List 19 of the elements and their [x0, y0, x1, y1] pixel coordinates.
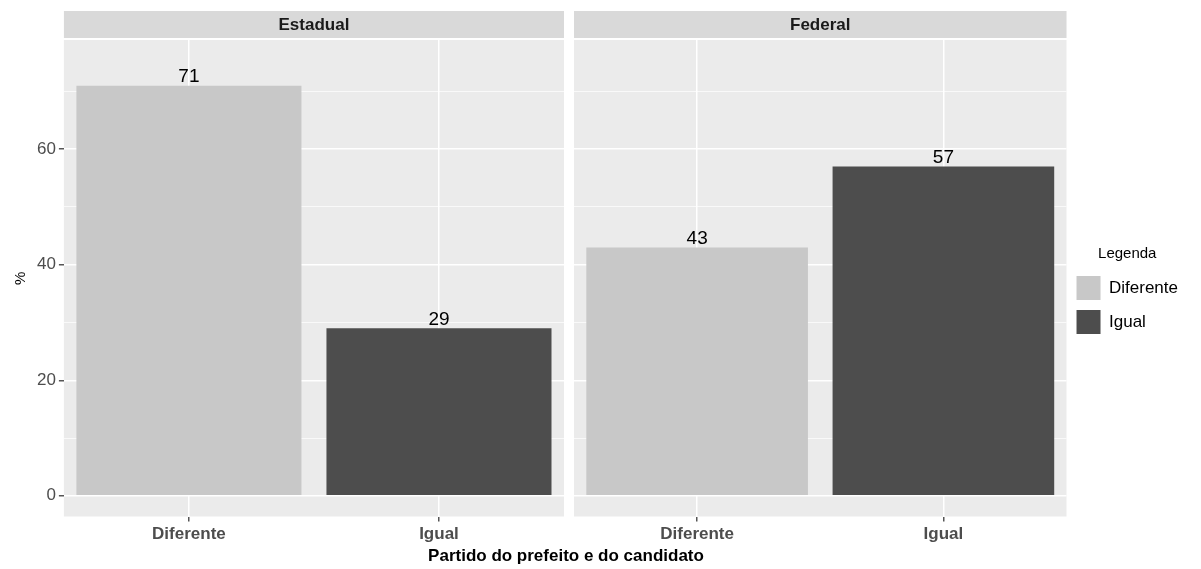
y-tick-label: 0 [46, 485, 56, 505]
x-tick-label: Diferente [660, 524, 734, 544]
data-label: 29 [428, 308, 450, 330]
x-tick-label: Diferente [152, 524, 226, 544]
y-tick-label: 40 [36, 254, 56, 274]
chart-title: Federal [790, 14, 851, 34]
legend-label: Diferente [1109, 277, 1178, 297]
chart-title: Estadual [278, 14, 350, 34]
legend-label: Igual [1109, 311, 1146, 331]
data-label: 57 [932, 146, 954, 168]
x-tick-label: Igual [923, 524, 964, 544]
y-axis-title: % [11, 271, 29, 285]
y-tick-label: 60 [36, 138, 56, 158]
x-axis-title: Partido do prefeito e do candidato [427, 546, 705, 566]
x-tick-label: Igual [419, 524, 459, 544]
legend-title: Legenda [1098, 243, 1158, 261]
data-label: 43 [686, 227, 708, 249]
y-tick-label: 20 [36, 369, 56, 389]
data-label: 71 [178, 65, 200, 87]
